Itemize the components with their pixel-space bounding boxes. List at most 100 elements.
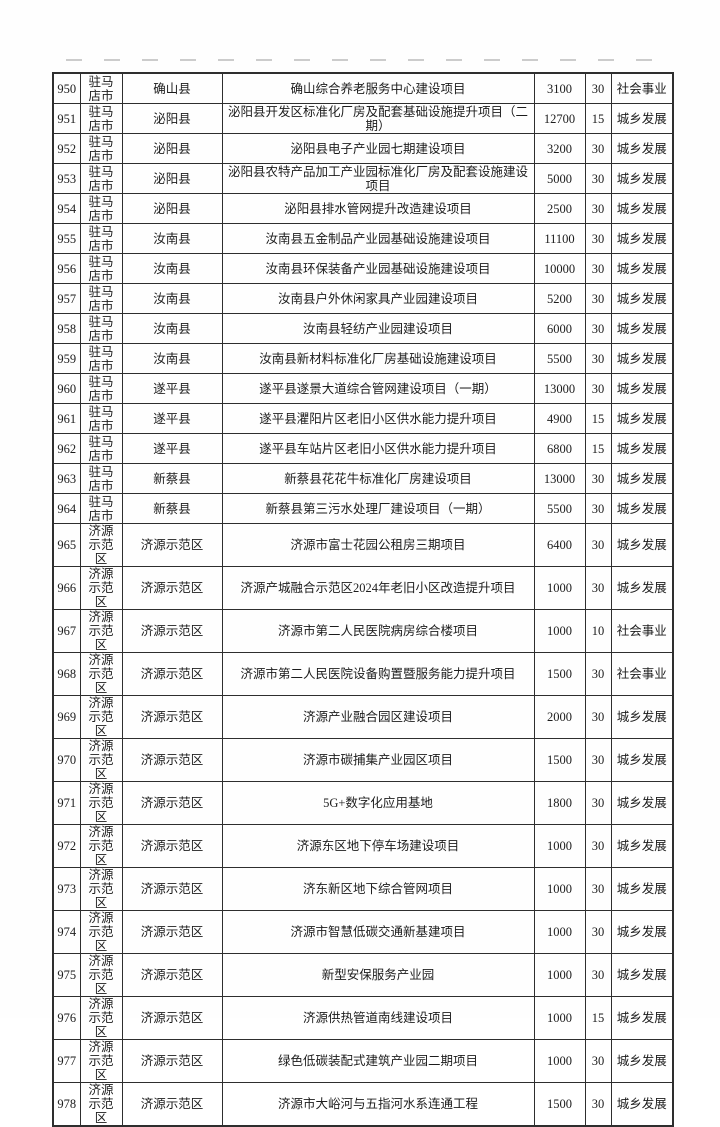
cell-amount: 5500 (533, 343, 586, 374)
project-table-body: 950 驻马店市 确山县 确山综合养老服务中心建设项目 3100 30 社会事业 951 驻马店… (52, 72, 674, 1127)
cell-amount: 11100 (533, 223, 586, 254)
cell-project: 5G+数字化应用基地 (221, 781, 535, 825)
cell-project: 济源市智慧低碳交通新基建项目 (221, 910, 535, 954)
cell-no: 963 (52, 463, 81, 494)
cell-category: 城乡发展 (610, 463, 674, 494)
cell-amount: 1000 (533, 1039, 586, 1083)
table-row: 962 驻马店市 遂平县 遂平县车站片区老旧小区供水能力提升项目 6800 15 城乡发展 (52, 433, 674, 464)
table-row: 969 济源示范区 济源示范区 济源产业融合园区建设项目 2000 30 城乡发展 (52, 695, 674, 739)
cell-category: 城乡发展 (610, 1082, 674, 1127)
cell-project: 济东新区地下综合管网项目 (221, 867, 535, 911)
cell-category: 社会事业 (610, 609, 674, 653)
cell-percent: 30 (584, 72, 612, 104)
cell-city: 驻马店市 (79, 283, 123, 314)
cell-amount: 4900 (533, 403, 586, 434)
cell-amount: 1500 (533, 652, 586, 696)
cell-project: 济源市第二人民医院设备购置暨服务能力提升项目 (221, 652, 535, 696)
cell-category: 城乡发展 (610, 193, 674, 224)
cell-project: 确山综合养老服务中心建设项目 (221, 72, 535, 104)
cell-no: 953 (52, 163, 81, 194)
cell-city: 济源示范区 (79, 738, 123, 782)
cell-county: 汝南县 (121, 313, 223, 344)
cell-no: 969 (52, 695, 81, 739)
cell-county: 泌阳县 (121, 103, 223, 134)
table-row: 954 驻马店市 泌阳县 泌阳县排水管网提升改造建设项目 2500 30 城乡发展 (52, 193, 674, 224)
cell-city: 驻马店市 (79, 133, 123, 164)
cell-no: 966 (52, 566, 81, 610)
cell-amount: 12700 (533, 103, 586, 134)
cell-category: 城乡发展 (610, 223, 674, 254)
cell-project: 济源产业融合园区建设项目 (221, 695, 535, 739)
cell-no: 968 (52, 652, 81, 696)
cell-county: 济源示范区 (121, 566, 223, 610)
cell-project: 济源东区地下停车场建设项目 (221, 824, 535, 868)
cell-amount: 5500 (533, 493, 586, 524)
cell-percent: 30 (584, 493, 612, 524)
table-row: 978 济源示范区 济源示范区 济源市大峪河与五指河水系连通工程 1500 30 城乡发展 (52, 1082, 674, 1127)
cell-project: 遂平县车站片区老旧小区供水能力提升项目 (221, 433, 535, 464)
table-row: 967 济源示范区 济源示范区 济源市第二人民医院病房综合楼项目 1000 10 社会事业 (52, 609, 674, 653)
cell-city: 济源示范区 (79, 609, 123, 653)
cell-percent: 30 (584, 1039, 612, 1083)
cell-county: 泌阳县 (121, 163, 223, 194)
cell-city: 驻马店市 (79, 72, 123, 104)
cell-category: 城乡发展 (610, 824, 674, 868)
cell-county: 济源示范区 (121, 695, 223, 739)
cell-no: 976 (52, 996, 81, 1040)
cell-no: 954 (52, 193, 81, 224)
cell-project: 遂平县灈阳片区老旧小区供水能力提升项目 (221, 403, 535, 434)
cell-category: 城乡发展 (610, 313, 674, 344)
table-row: 977 济源示范区 济源示范区 绿色低碳装配式建筑产业园二期项目 1000 30 城乡发展 (52, 1039, 674, 1083)
cell-project: 济源市大峪河与五指河水系连通工程 (221, 1082, 535, 1127)
cell-project: 汝南县环保装备产业园基础设施建设项目 (221, 253, 535, 284)
cell-category: 城乡发展 (610, 953, 674, 997)
cell-no: 958 (52, 313, 81, 344)
cell-project: 济源市碳捕集产业园区项目 (221, 738, 535, 782)
cell-no: 977 (52, 1039, 81, 1083)
cell-city: 济源示范区 (79, 523, 123, 567)
cell-amount: 1000 (533, 953, 586, 997)
cell-percent: 30 (584, 953, 612, 997)
cell-county: 济源示范区 (121, 953, 223, 997)
cell-category: 城乡发展 (610, 373, 674, 404)
table-row: 968 济源示范区 济源示范区 济源市第二人民医院设备购置暨服务能力提升项目 1500 3… (52, 652, 674, 696)
table-row: 975 济源示范区 济源示范区 新型安保服务产业园 1000 30 城乡发展 (52, 953, 674, 997)
table-row: 961 驻马店市 遂平县 遂平县灈阳片区老旧小区供水能力提升项目 4900 15 城乡发展 (52, 403, 674, 434)
cell-no: 950 (52, 72, 81, 104)
cell-city: 驻马店市 (79, 433, 123, 464)
cell-amount: 13000 (533, 373, 586, 404)
cell-percent: 15 (584, 403, 612, 434)
cell-county: 汝南县 (121, 343, 223, 374)
cell-county: 济源示范区 (121, 523, 223, 567)
cell-category: 城乡发展 (610, 738, 674, 782)
cell-percent: 30 (584, 824, 612, 868)
cell-amount: 1000 (533, 996, 586, 1040)
cell-county: 泌阳县 (121, 133, 223, 164)
cell-amount: 1000 (533, 609, 586, 653)
cell-no: 973 (52, 867, 81, 911)
cell-no: 951 (52, 103, 81, 134)
cell-county: 济源示范区 (121, 738, 223, 782)
cell-amount: 1800 (533, 781, 586, 825)
cell-city: 济源示范区 (79, 566, 123, 610)
cell-amount: 5000 (533, 163, 586, 194)
cell-project: 泌阳县排水管网提升改造建设项目 (221, 193, 535, 224)
table-row: 965 济源示范区 济源示范区 济源市富士花园公租房三期项目 6400 30 城乡发展 (52, 523, 674, 567)
cell-no: 975 (52, 953, 81, 997)
cell-category: 城乡发展 (610, 253, 674, 284)
cell-percent: 30 (584, 867, 612, 911)
table-row: 955 驻马店市 汝南县 汝南县五金制品产业园基础设施建设项目 11100 30 城乡发展 (52, 223, 674, 254)
cell-category: 城乡发展 (610, 566, 674, 610)
cell-amount: 3100 (533, 72, 586, 104)
cell-project: 新蔡县第三污水处理厂建设项目（一期） (221, 493, 535, 524)
table-row: 953 驻马店市 泌阳县 泌阳县农特产品加工产业园标准化厂房及配套设施建设项目 5000… (52, 163, 674, 194)
cell-city: 驻马店市 (79, 403, 123, 434)
cell-project: 汝南县新材料标准化厂房基础设施建设项目 (221, 343, 535, 374)
cell-project: 汝南县五金制品产业园基础设施建设项目 (221, 223, 535, 254)
cell-amount: 13000 (533, 463, 586, 494)
cell-amount: 1000 (533, 867, 586, 911)
cell-no: 959 (52, 343, 81, 374)
cell-percent: 30 (584, 695, 612, 739)
cell-amount: 5200 (533, 283, 586, 314)
cell-county: 确山县 (121, 72, 223, 104)
